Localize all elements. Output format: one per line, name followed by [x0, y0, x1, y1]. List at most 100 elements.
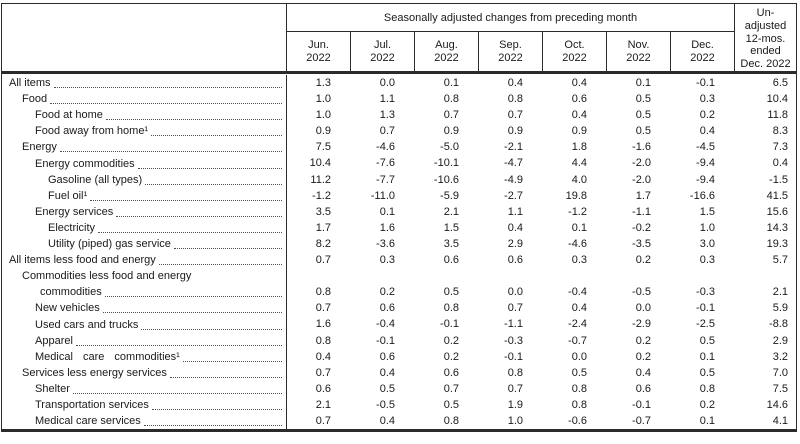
table-row: New vehicles 0.7 0.6 0.8 0.7 0.4 0.0 -0.1 5.9: [2, 300, 796, 317]
cell-value: 1.7: [315, 221, 331, 234]
cell-value: 1.3: [315, 77, 331, 89]
table-row: All items less food and energy 0.7 0.3 0.6 0…: [2, 252, 796, 269]
row-label: Electricity: [48, 221, 96, 234]
cell-value: -4.5: [696, 141, 715, 154]
cell-value: 2.1: [443, 205, 459, 218]
cell-value: 1.9: [507, 398, 523, 411]
cell-value: 0.5: [635, 93, 651, 106]
cell-value: 0.6: [507, 254, 523, 267]
cell-value-unadjusted: 2.9: [772, 334, 788, 347]
row-label-cell: All items less food and energy: [2, 252, 287, 269]
table-row: Apparel 0.8 -0.1 0.2 -0.3 -0.7 0.2 0.5 2.9: [2, 332, 796, 349]
cell-value: -5.9: [440, 189, 459, 202]
cell-value: -2.1: [504, 141, 523, 154]
cell-value: -1.1: [632, 205, 651, 218]
cell-value: 0.4: [571, 302, 587, 315]
table-row: Shelter 0.6 0.5 0.7 0.7 0.8 0.6 0.8 7.5: [2, 380, 796, 397]
column-header-oct-2022: Oct. 2022: [543, 32, 607, 71]
cell-value-unadjusted: 3.2: [772, 350, 788, 363]
cell-value: -0.1: [440, 318, 459, 331]
dotted-leader: [151, 135, 282, 137]
row-label: Transportation services: [35, 398, 149, 411]
cell-value: -7.6: [376, 157, 395, 170]
cell-value: -0.4: [568, 286, 587, 299]
cell-value-unadjusted: 6.5: [772, 77, 788, 89]
cell-value-unadjusted: 41.5: [766, 189, 788, 202]
row-label-cell: Medical care services: [2, 412, 287, 430]
row-label: Energy commodities: [35, 157, 135, 170]
cell-value: -2.4: [568, 318, 587, 331]
cell-value: 0.4: [699, 125, 715, 138]
table-spanner-header: Seasonally adjusted changes from precedi…: [287, 4, 734, 32]
cell-value: -0.1: [696, 77, 715, 89]
row-label-cell: Medical care commodities¹: [2, 348, 287, 365]
row-label: All items less food and energy: [9, 254, 156, 267]
cell-value: -7.7: [376, 173, 395, 186]
cell-value: -9.4: [696, 173, 715, 186]
cell-value: 0.3: [699, 254, 715, 267]
dotted-leader: [137, 167, 282, 169]
cell-value: 0.9: [315, 125, 331, 138]
cell-value: -1.2: [312, 189, 331, 202]
table-row: All items 1.3 0.0 0.1 0.4 0.4 0.1 -0.1 6.5: [2, 75, 796, 92]
cell-value: 8.2: [315, 237, 331, 250]
cell-value: 0.0: [571, 350, 587, 363]
row-label: Gasoline (all types): [48, 173, 143, 186]
column-header-jul-2022: Jul. 2022: [351, 32, 415, 71]
cell-value: 0.2: [443, 350, 459, 363]
cell-value: 3.5: [443, 237, 459, 250]
cell-value: 1.3: [379, 109, 395, 122]
cell-value: -4.6: [376, 141, 395, 154]
table-row: Medical care services 0.7 0.4 0.8 1.0 -0.6 -0.…: [2, 412, 796, 430]
row-label: Energy: [22, 141, 57, 154]
cell-value: 0.2: [443, 334, 459, 347]
cell-value: 0.8: [507, 366, 523, 379]
row-label-cell: Used cars and trucks: [2, 316, 287, 333]
cell-value: 7.5: [315, 141, 331, 154]
cell-value: -10.6: [433, 173, 459, 186]
cell-value: -3.5: [632, 237, 651, 250]
table-row: Food at home 1.0 1.3 0.7 0.7 0.4 0.5 0.2 11.8: [2, 107, 796, 124]
cell-value: 0.5: [379, 382, 395, 395]
cell-value: 0.5: [635, 109, 651, 122]
cell-value: 0.2: [699, 109, 715, 122]
cell-value: 1.7: [635, 189, 651, 202]
cell-value: 4.0: [571, 173, 587, 186]
cell-value: 0.4: [507, 221, 523, 234]
cell-value: 0.5: [443, 398, 459, 411]
row-label-cell: Food at home: [2, 107, 287, 124]
cell-value: 0.8: [571, 382, 587, 395]
cell-value: 1.0: [315, 109, 331, 122]
table-row: Services less energy services 0.7 0.4 0.6 0.…: [2, 364, 796, 381]
cell-value: 0.9: [443, 125, 459, 138]
cell-value: -0.1: [376, 334, 395, 347]
cell-value: 1.1: [379, 93, 395, 106]
dotted-leader: [143, 425, 282, 427]
cell-value: -0.1: [696, 302, 715, 315]
cell-value: 0.5: [571, 366, 587, 379]
cell-value: 0.6: [571, 93, 587, 106]
dotted-leader: [59, 151, 282, 153]
row-label: Food away from home¹: [35, 125, 149, 138]
cell-value: -4.6: [568, 237, 587, 250]
cell-value: 0.8: [443, 302, 459, 315]
cell-value: 0.1: [443, 77, 459, 89]
table-row: Medical care commodities¹ 0.4 0.6 0.2 -0.1 0.…: [2, 348, 796, 365]
cell-value-unadjusted: 14.6: [766, 398, 788, 411]
dotted-leader: [72, 392, 282, 394]
dotted-leader: [182, 360, 282, 362]
cell-value: -5.0: [440, 141, 459, 154]
dotted-leader: [104, 296, 282, 298]
column-header-sep-2022: Sep. 2022: [479, 32, 543, 71]
cell-value: 0.4: [571, 77, 587, 89]
table-row: Transportation services 2.1 -0.5 0.5 1.9 0.8 -…: [2, 396, 796, 413]
row-label-cell: Apparel: [2, 332, 287, 349]
row-label: Used cars and trucks: [35, 318, 139, 331]
cell-value-unadjusted: 8.3: [772, 125, 788, 138]
cell-value: -2.9: [632, 318, 651, 331]
cell-value: 0.2: [635, 350, 651, 363]
cell-value: 0.6: [443, 366, 459, 379]
cell-value-unadjusted: 7.5: [772, 382, 788, 395]
dotted-leader: [145, 183, 282, 185]
cell-value: 1.6: [379, 221, 395, 234]
